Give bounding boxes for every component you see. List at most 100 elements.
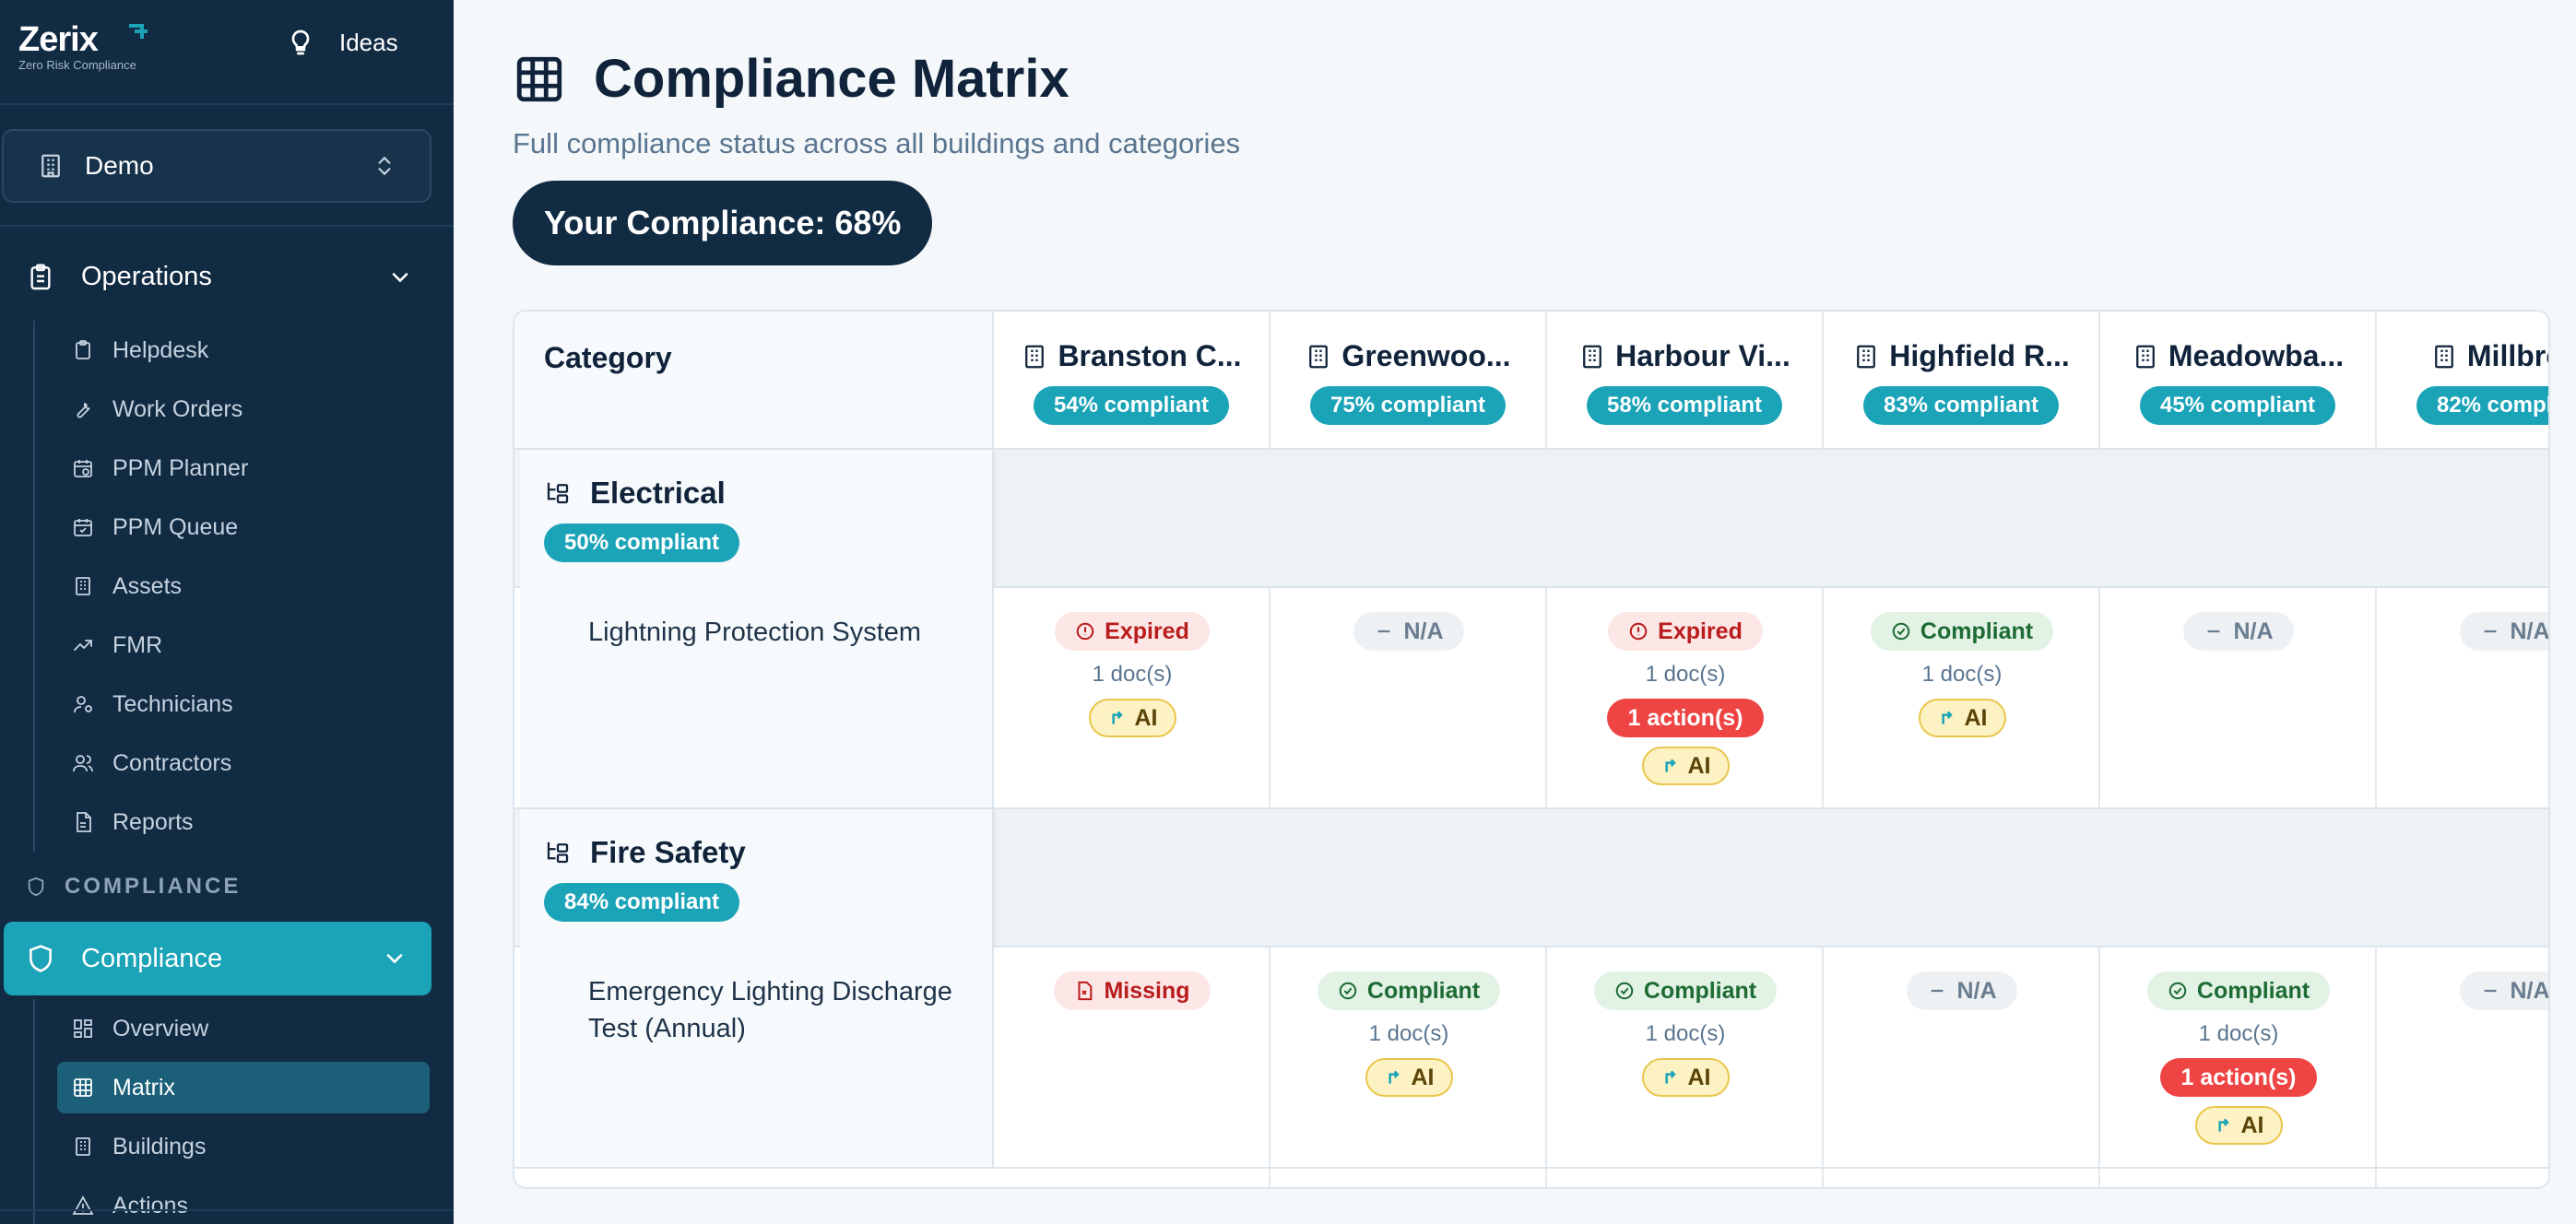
building-name-wrap: Millbrook — [2430, 339, 2548, 373]
sidebar-item-ppm-queue[interactable]: PPM Queue — [35, 498, 430, 557]
dash-icon — [1378, 630, 1390, 633]
matrix-cell[interactable]: Expired 1 doc(s) AI — [994, 588, 1270, 807]
sidebar-item-matrix[interactable]: Matrix — [57, 1062, 430, 1113]
matrix-cell[interactable]: N/A — [2100, 588, 2377, 807]
sidebar-item-buildings[interactable]: Buildings — [35, 1117, 430, 1176]
category-cell[interactable]: Fire Safety 84% compliant — [520, 809, 994, 947]
matrix-cell[interactable]: Compliant 1 doc(s) AI — [1547, 947, 1824, 1167]
sidebar-item-reports[interactable]: Reports — [35, 793, 430, 852]
building-column: Harbour Vi... 58% compliant — [1547, 312, 1824, 1187]
status-badge: Expired — [1608, 612, 1763, 651]
building-header[interactable]: Meadowba... 45% compliant — [2100, 312, 2375, 450]
alert-circle-icon — [1076, 622, 1094, 641]
ai-badge[interactable]: AI — [1918, 699, 2006, 737]
ai-badge[interactable]: AI — [1088, 699, 1176, 737]
sidebar-item-overview[interactable]: Overview — [35, 999, 430, 1058]
ideas-link[interactable]: Ideas — [286, 28, 398, 57]
matrix-cell[interactable]: Expired 1 doc(s) 1 action(s) AI — [1547, 588, 1824, 807]
org-switcher[interactable]: Demo — [2, 129, 431, 203]
nav-group-label: Compliance — [81, 943, 223, 973]
building-header[interactable]: Millbrook 82% compliant — [2377, 312, 2548, 450]
action-count-badge[interactable]: 1 action(s) — [1607, 699, 1764, 737]
ai-label: AI — [1411, 1064, 1435, 1090]
matrix-cell[interactable]: Compliant 1 doc(s) 1 action(s) AI — [2100, 947, 2377, 1167]
building-compliance-badge: 75% compliant — [1309, 386, 1507, 425]
ai-label: AI — [2240, 1112, 2264, 1138]
building-name-wrap: Branston C... — [1021, 339, 1242, 373]
operations-subnav: Helpdesk Work Orders PPM Planner PPM Que… — [33, 321, 430, 852]
sidebar-item-technicians[interactable]: Technicians — [35, 675, 430, 734]
item-name-line: Emergency Lighting Discharge — [588, 977, 952, 1006]
sidebar-item-label: Reports — [112, 808, 194, 835]
building-header[interactable]: Greenwoo... 75% compliant — [1270, 312, 1545, 450]
sidebar-item-label: PPM Planner — [112, 454, 249, 481]
item-row: Lightning Protection System Expired 1 do… — [514, 588, 2548, 809]
grid-icon — [516, 56, 562, 101]
matrix-cell[interactable]: N/A — [2377, 588, 2548, 807]
main-content: Compliance Matrix Full compliance status… — [454, 0, 2576, 1224]
category-name: Fire Safety — [590, 835, 746, 869]
matrix-cell[interactable]: N/A — [1270, 588, 1547, 807]
sidebar-item-label: Actions — [112, 1192, 188, 1218]
building-header[interactable]: Highfield R... 83% compliant — [1824, 312, 2098, 450]
sidebar-item-work-orders[interactable]: Work Orders — [35, 380, 430, 439]
ai-arrow-icon — [1941, 711, 1953, 724]
sidebar-item-assets[interactable]: Assets — [35, 557, 430, 616]
status-badge: N/A — [1907, 971, 2017, 1010]
check-circle-icon — [1339, 982, 1357, 1000]
sidebar: Zerix Zero Risk Compliance Ideas Demo Op… — [0, 0, 454, 1224]
matrix-cell[interactable]: Compliant 1 doc(s) AI — [1270, 947, 1547, 1167]
matrix-cell[interactable]: N/A — [2377, 947, 2548, 1167]
matrix-cell[interactable]: N/A — [1824, 947, 2100, 1167]
shield-icon — [28, 877, 44, 897]
clipboard-icon — [30, 263, 51, 289]
compliance-subnav: Overview Matrix Buildings Actions — [33, 999, 430, 1224]
category-row: Fire Safety 84% compliant — [514, 809, 2548, 947]
wrench-icon — [77, 402, 90, 418]
status-badge: Missing — [1054, 971, 1211, 1010]
sidebar-bottom-divider — [0, 1209, 454, 1211]
chevron-down-icon — [386, 954, 403, 964]
nav-group-compliance[interactable]: Compliance — [4, 922, 431, 995]
alert-circle-icon — [1629, 622, 1648, 641]
status-badge: Compliant — [2146, 971, 2331, 1010]
nav-group-operations[interactable]: Operations — [26, 262, 413, 292]
ai-badge[interactable]: AI — [1365, 1058, 1453, 1097]
building-header[interactable]: Branston C... 54% compliant — [994, 312, 1269, 450]
shield-icon — [30, 945, 52, 972]
category-compliance-badge: 50% compliant — [544, 524, 740, 562]
building-icon — [2435, 345, 2453, 368]
page-subtitle: Full compliance status across all buildi… — [513, 127, 1241, 159]
building-compliance-badge: 45% compliant — [2139, 386, 2336, 425]
status-text: Expired — [1105, 618, 1189, 644]
status-badge: Compliant — [1317, 971, 1501, 1010]
logo-tagline: Zero Risk Compliance — [18, 58, 136, 72]
sidebar-item-ppm-planner[interactable]: PPM Planner — [35, 439, 430, 498]
logo-mark-icon — [129, 24, 148, 39]
matrix-cell[interactable]: Compliant 1 doc(s) AI — [1824, 588, 2100, 807]
building-column: Branston C... 54% compliant — [994, 312, 1270, 1187]
item-name[interactable]: Emergency Lighting Discharge Test (Annua… — [520, 947, 994, 1167]
sidebar-item-actions[interactable]: Actions — [35, 1176, 430, 1224]
item-name[interactable]: Lightning Protection System — [520, 588, 994, 807]
category-cell[interactable]: Electrical 50% compliant — [520, 450, 994, 588]
ai-badge[interactable]: AI — [1641, 1058, 1730, 1097]
trend-icon — [74, 640, 92, 651]
matrix-cell[interactable]: Missing — [994, 947, 1270, 1167]
ai-badge[interactable]: AI — [2194, 1106, 2283, 1145]
building-header[interactable]: Harbour Vi... 58% compliant — [1547, 312, 1822, 450]
ai-badge[interactable]: AI — [1641, 747, 1730, 785]
building-compliance-badge: 83% compliant — [1862, 386, 2060, 425]
section-label-text: COMPLIANCE — [65, 874, 242, 899]
sidebar-item-contractors[interactable]: Contractors — [35, 734, 430, 793]
building-name: Branston C... — [1058, 339, 1242, 372]
logo[interactable]: Zerix Zero Risk Compliance — [18, 20, 148, 72]
sidebar-item-fmr[interactable]: FMR — [35, 616, 430, 675]
building-compliance-badge: 82% compliant — [2416, 386, 2548, 425]
building-name-wrap: Meadowba... — [2132, 339, 2344, 373]
file-icon — [77, 812, 91, 832]
ai-label: AI — [1134, 704, 1158, 731]
action-count-badge[interactable]: 1 action(s) — [2160, 1058, 2317, 1097]
file-x-icon — [1078, 981, 1093, 1001]
sidebar-item-helpdesk[interactable]: Helpdesk — [35, 321, 430, 380]
